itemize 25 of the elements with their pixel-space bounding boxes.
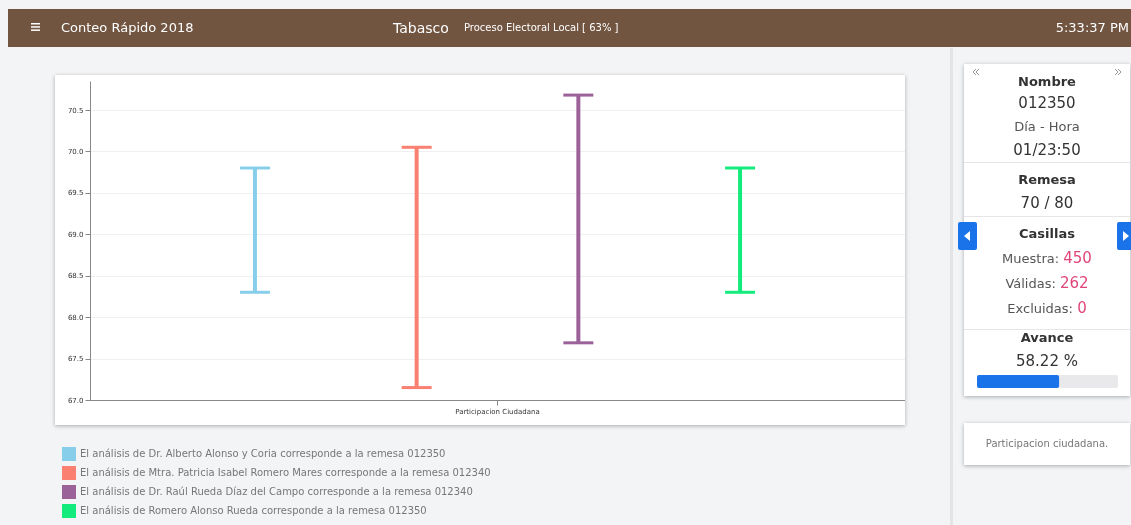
text: 5:33:37 PM [1055,20,1129,35]
bar [414,147,419,388]
legend-label: El análisis de Romero Alonso Rueda corresponde a la remesa 012350 [80,505,427,516]
text: 01/23:50 [1012,141,1082,159]
text: Nombre [1017,74,1077,89]
text: 012350 [1017,94,1077,112]
legend-label: El análisis de Mtra. Patricia Isabel Romero Mares corresponde a la remesa 012340 [80,467,491,478]
text: Excluidas: 0 [1006,299,1088,317]
text: Remesa [1017,172,1077,187]
text: Conteo Rápido 2018 [61,20,194,35]
text: Casillas [1018,226,1076,241]
text: Día - Hora [1013,119,1081,134]
text: Avance [1019,330,1075,345]
text: Tabasco [393,20,449,36]
text: 70 / 80 [1019,194,1075,212]
text: Participacion ciudadana. [964,423,1130,465]
text: Proceso Electoral Local [ 63% ] [464,22,619,33]
bar [576,95,581,343]
legend-label: El análisis de Dr. Alberto Alonso y Coria corresponde a la remesa 012350 [80,448,446,459]
text: Muestra: 450 [1001,249,1093,267]
bar [252,168,257,293]
bar [738,168,743,293]
text: 58.22 % [1015,352,1079,370]
legend-label: El análisis de Dr. Raúl Rueda Díaz del Campo corresponde a la remesa 012340 [80,486,473,497]
text: Válidas: 262 [1004,274,1090,292]
